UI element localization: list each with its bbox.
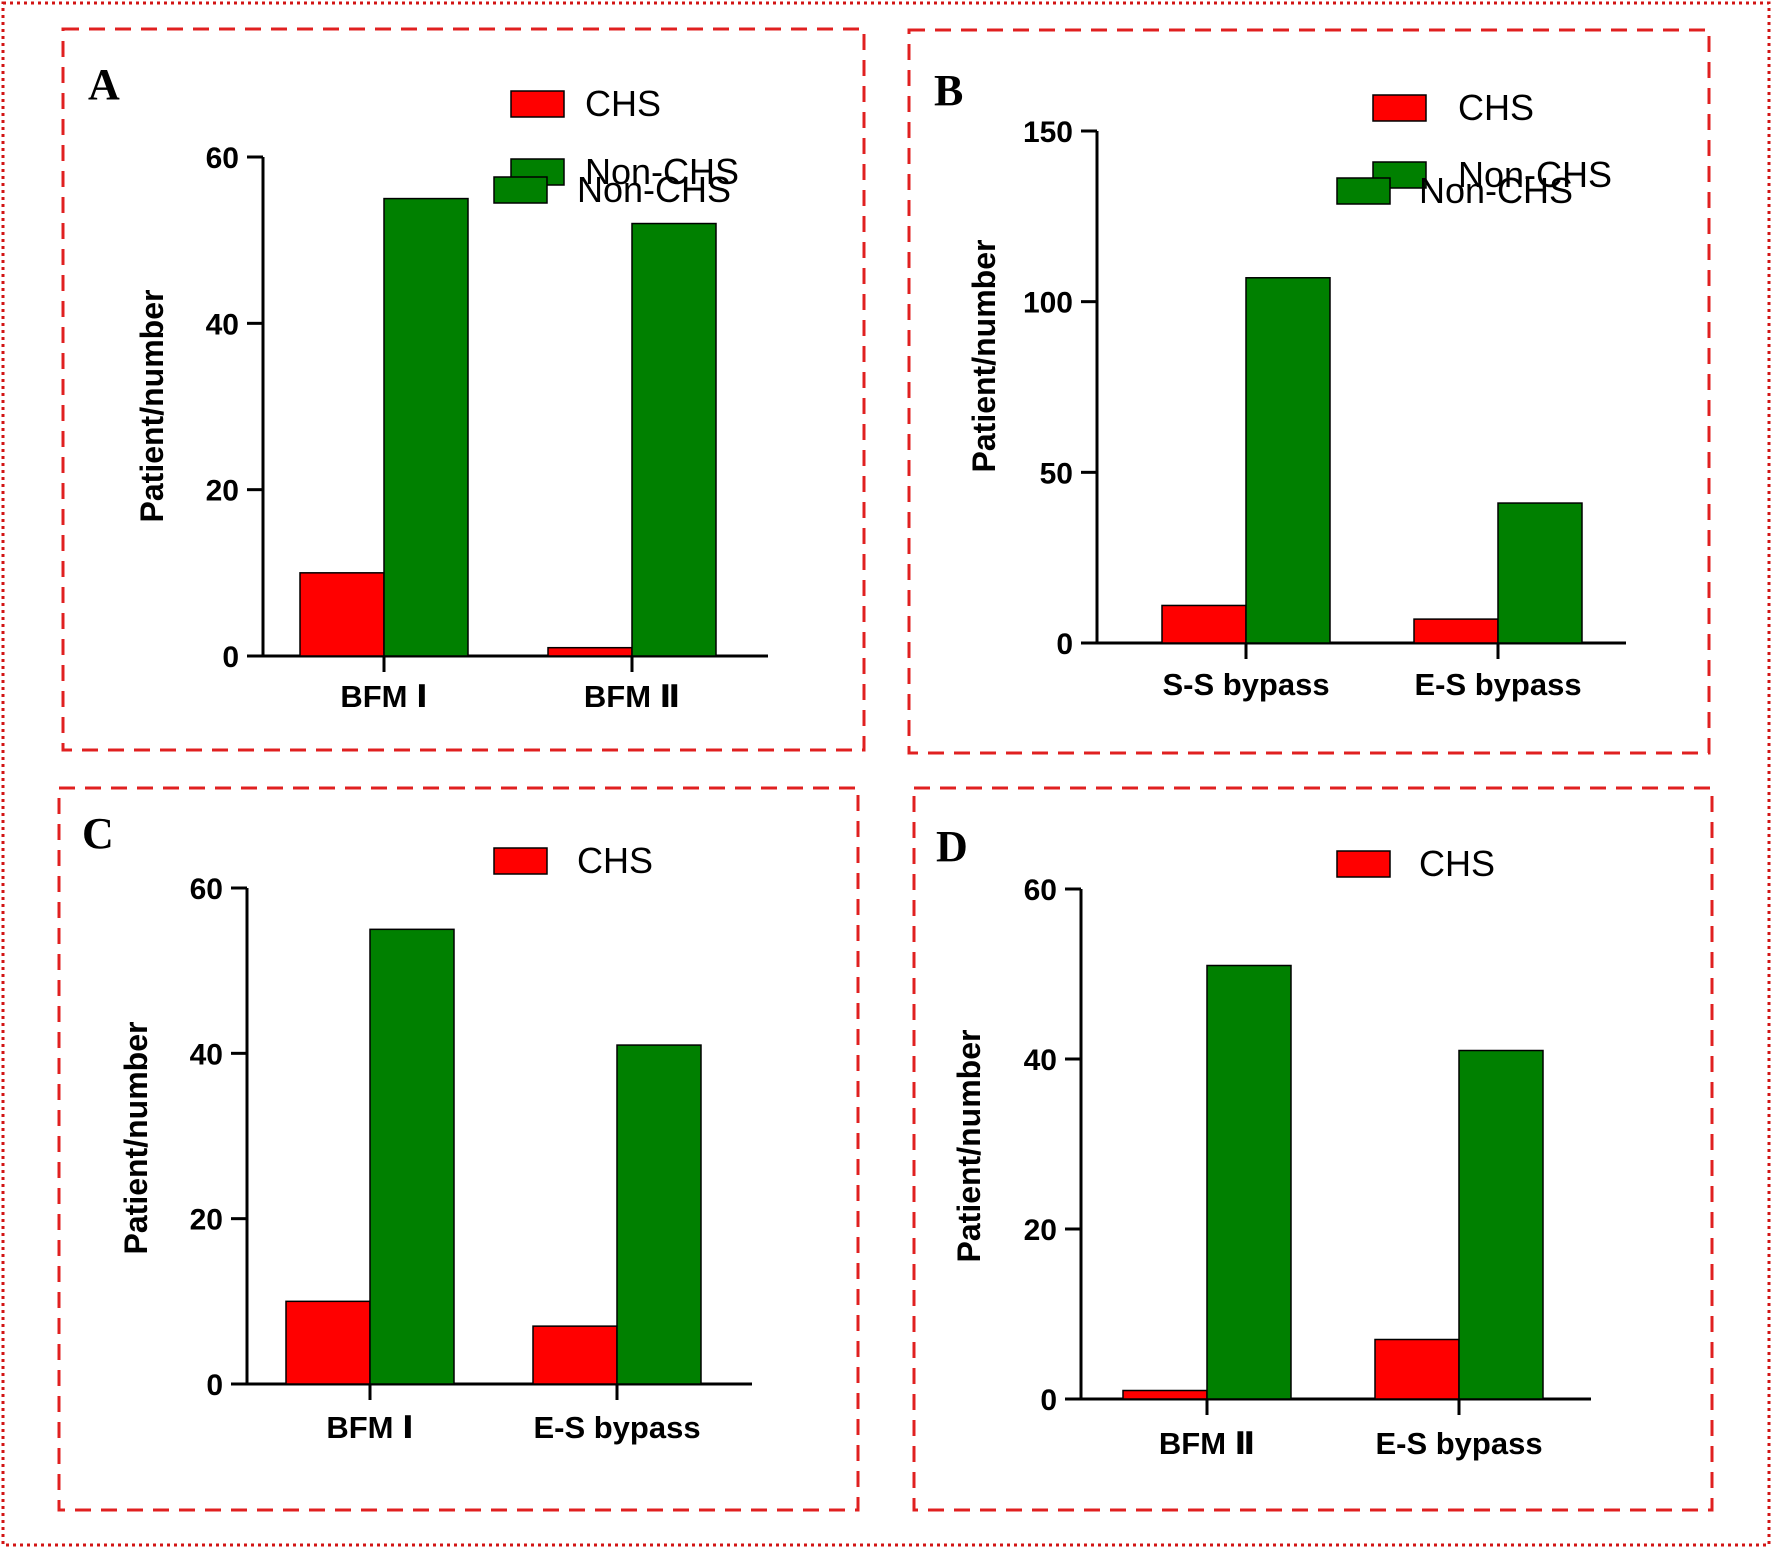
bar-non-chs-1 [616, 1044, 702, 1385]
legend-label: Non-CHS [1419, 170, 1573, 211]
bar-chs-1 [532, 1325, 618, 1385]
legend-label: CHS [585, 83, 661, 124]
panel-letter: C [82, 809, 114, 858]
y-tick-label: 0 [1040, 1384, 1057, 1417]
legend-swatch-chs [1372, 94, 1427, 122]
panel-frame [912, 786, 1714, 1512]
legend-swatch-non-chs [493, 176, 548, 204]
y-tick-label: 60 [206, 142, 239, 175]
x-category-label: E-S bypass [533, 1410, 700, 1445]
x-category-label: BFM Ⅰ [326, 1410, 413, 1445]
bar-chs-0 [299, 572, 385, 657]
bar-chs-1 [547, 646, 633, 657]
y-axis-label: Patient/number [118, 1022, 154, 1255]
x-category-label: E-S bypass [1414, 667, 1581, 702]
chart-panel-c: C 0 20 40 60 Patient/number BFM Ⅰ E-S bypass CHS… [57, 169, 860, 1512]
y-tick-label: 60 [1024, 874, 1057, 907]
bar-chs-1 [1413, 618, 1499, 644]
y-tick-label: 20 [1024, 1214, 1057, 1247]
legend-swatch-chs [510, 90, 565, 118]
panel-frame [907, 28, 1711, 755]
y-tick-label: 0 [1056, 628, 1073, 661]
legend-label: Non-CHS [585, 151, 739, 192]
bar-non-chs-1 [1458, 1049, 1544, 1400]
bar-non-chs-1 [631, 222, 717, 657]
bar-chs-1 [1374, 1338, 1460, 1400]
panel-frame [57, 786, 860, 1512]
y-tick-label: 50 [1040, 457, 1073, 490]
legend-label: CHS [577, 840, 653, 881]
y-axis-label: Patient/number [966, 240, 1002, 473]
y-tick-label: 20 [206, 475, 239, 508]
bar-non-chs-0 [369, 928, 455, 1385]
y-tick-label: 40 [206, 308, 239, 341]
legend-swatch-non-chs [1336, 177, 1391, 205]
panel-letter: D [936, 822, 968, 871]
x-category-label: BFM Ⅱ [584, 679, 680, 714]
y-tick-label: 0 [206, 1369, 223, 1402]
y-tick-label: 0 [222, 641, 239, 674]
panel-letter: B [934, 66, 963, 115]
panel-letter: A [88, 60, 120, 109]
bar-chs-0 [1161, 604, 1247, 644]
x-category-label: E-S bypass [1375, 1426, 1542, 1461]
legend-label: Non-CHS [577, 169, 731, 210]
chart-panel-a: A 0 20 40 60 Patient/number BFM Ⅰ BFM Ⅱ CHS Non-C… [61, 27, 866, 752]
x-category-label: S-S bypass [1162, 667, 1329, 702]
legend-label: Non-CHS [1458, 154, 1612, 195]
bar-non-chs-0 [383, 197, 469, 657]
y-axis-label: Patient/number [951, 1030, 987, 1263]
y-tick-label: 100 [1023, 287, 1073, 320]
legend-label: CHS [1419, 843, 1495, 884]
y-tick-label: 150 [1023, 116, 1073, 149]
y-axis-label: Patient/number [134, 290, 170, 523]
chart-panel-b: B 0 50 100 150 Patient/number S-S bypass E-S by… [907, 28, 1711, 755]
chart-panel-d: D 0 20 40 60 Patient/number BFM Ⅱ E-S bypass CHS… [912, 170, 1714, 1512]
panel-frame [61, 27, 866, 752]
legend-label: CHS [1458, 87, 1534, 128]
bar-non-chs-0 [1245, 277, 1331, 644]
x-category-label: BFM Ⅱ [1159, 1426, 1255, 1461]
legend-swatch-chs [1336, 850, 1391, 878]
legend-swatch-chs [493, 847, 548, 875]
y-tick-label: 20 [190, 1204, 223, 1237]
y-tick-label: 60 [190, 873, 223, 906]
bar-chs-0 [285, 1300, 371, 1385]
bar-chs-0 [1122, 1389, 1208, 1400]
bar-non-chs-0 [1206, 964, 1292, 1400]
y-tick-label: 40 [190, 1038, 223, 1071]
bar-non-chs-1 [1497, 502, 1583, 644]
y-tick-label: 40 [1024, 1044, 1057, 1077]
x-category-label: BFM Ⅰ [340, 679, 427, 714]
